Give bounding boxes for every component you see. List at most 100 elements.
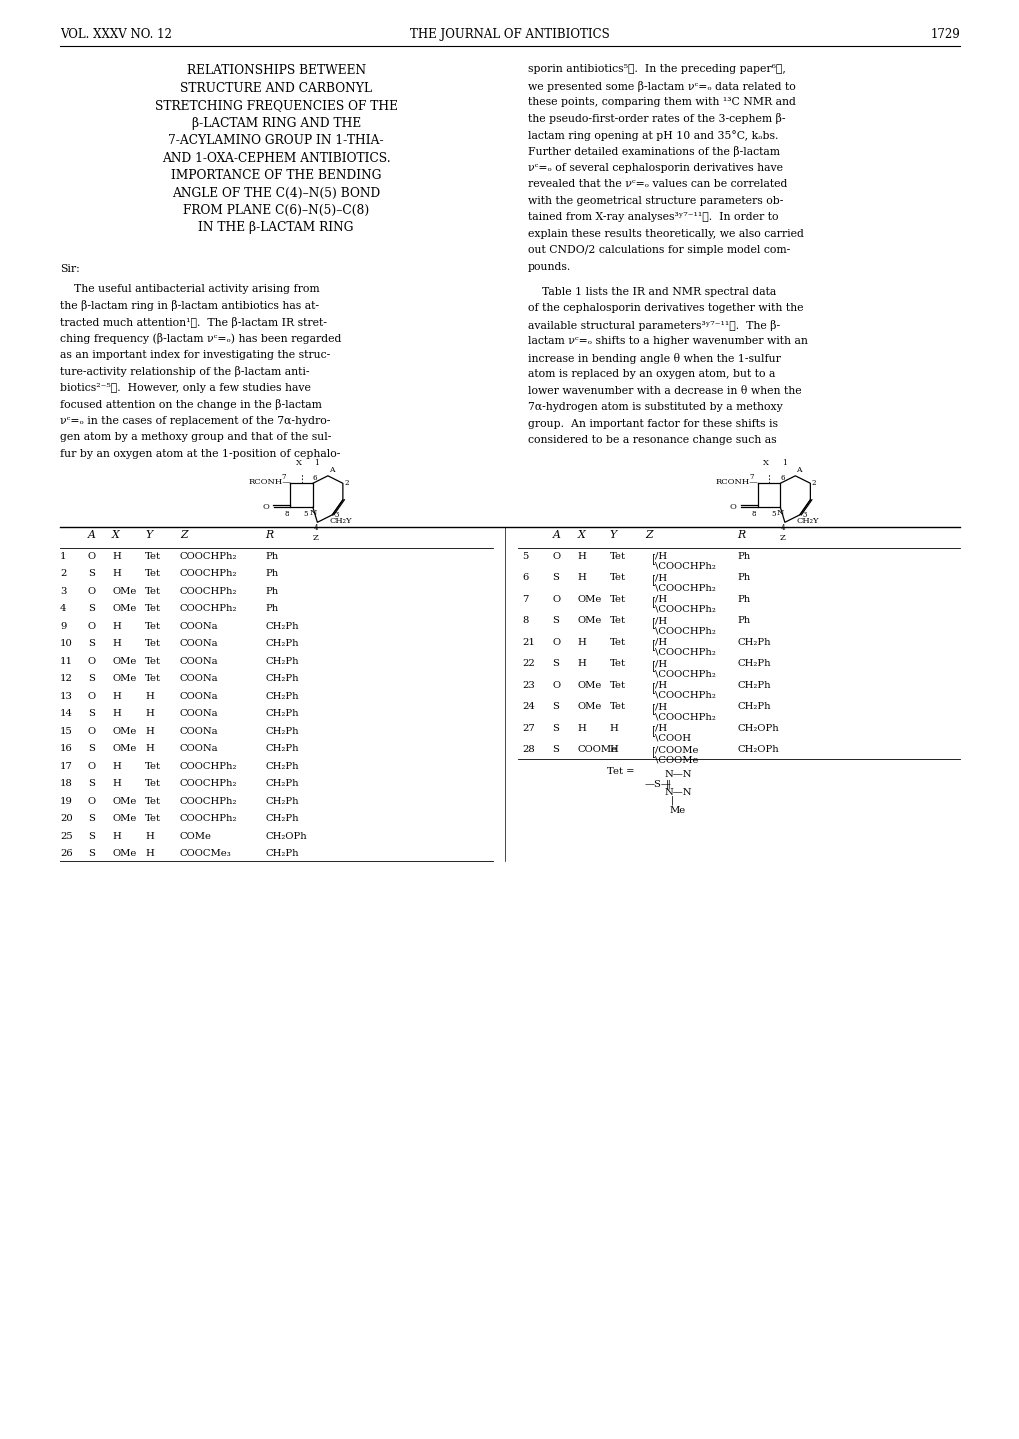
Text: S: S xyxy=(88,570,95,578)
Text: COOCHPh₂: COOCHPh₂ xyxy=(179,761,237,771)
Text: 9: 9 xyxy=(60,622,66,630)
Text: \COOCHPh₂: \COOCHPh₂ xyxy=(655,691,715,699)
Text: ture-activity relationship of the β-lactam anti-: ture-activity relationship of the β-lact… xyxy=(60,367,309,377)
Text: OMe: OMe xyxy=(112,656,137,666)
Text: /H: /H xyxy=(655,724,667,732)
Text: Tet: Tet xyxy=(609,681,625,689)
Text: H: H xyxy=(577,724,586,732)
Text: CH₂Ph: CH₂Ph xyxy=(265,849,299,858)
Text: CH₂Y: CH₂Y xyxy=(329,517,352,525)
Text: O: O xyxy=(88,797,96,806)
Text: COONa: COONa xyxy=(179,639,218,649)
Text: 2: 2 xyxy=(60,570,66,578)
Text: Tet: Tet xyxy=(145,814,161,823)
Text: CH₂Y: CH₂Y xyxy=(796,517,818,525)
Text: Tet: Tet xyxy=(145,675,161,684)
Text: COONa: COONa xyxy=(179,744,218,753)
Text: S: S xyxy=(552,573,558,583)
Text: O: O xyxy=(730,504,736,511)
Text: O: O xyxy=(262,504,269,511)
Text: 28: 28 xyxy=(522,745,535,754)
Text: 7: 7 xyxy=(281,473,285,481)
Text: H: H xyxy=(112,622,120,630)
Text: \COOCHPh₂: \COOCHPh₂ xyxy=(655,712,715,721)
Text: Me: Me xyxy=(668,806,685,814)
Text: H: H xyxy=(577,659,586,668)
Text: tracted much attention¹⧩.  The β-lactam IR stret-: tracted much attention¹⧩. The β-lactam I… xyxy=(60,317,326,328)
Text: COONa: COONa xyxy=(179,727,218,735)
Text: /H: /H xyxy=(655,702,667,711)
Text: Tet: Tet xyxy=(609,702,625,711)
Text: S: S xyxy=(552,616,558,626)
Text: H: H xyxy=(112,780,120,789)
Text: 4: 4 xyxy=(313,524,318,532)
Text: CH₂Ph: CH₂Ph xyxy=(265,814,299,823)
Text: H: H xyxy=(145,832,154,840)
Text: Tet: Tet xyxy=(609,594,625,604)
Text: IMPORTANCE OF THE BENDING: IMPORTANCE OF THE BENDING xyxy=(171,168,381,181)
Text: CH₂Ph: CH₂Ph xyxy=(265,622,299,630)
Text: Z: Z xyxy=(645,531,652,540)
Text: 2: 2 xyxy=(344,479,348,488)
Text: increase in bending angle θ when the 1-sulfur: increase in bending angle θ when the 1-s… xyxy=(527,353,780,364)
Text: \COOCHPh₂: \COOCHPh₂ xyxy=(655,604,715,614)
Text: 6: 6 xyxy=(780,473,784,482)
Text: Tet: Tet xyxy=(609,659,625,668)
Text: lactam νᶜ=ₒ shifts to a higher wavenumber with an: lactam νᶜ=ₒ shifts to a higher wavenumbe… xyxy=(527,337,807,347)
Text: 18: 18 xyxy=(60,780,72,789)
Text: \COOMe: \COOMe xyxy=(655,755,698,764)
Text: Ph: Ph xyxy=(737,616,750,626)
Text: X: X xyxy=(296,459,302,466)
Text: N: N xyxy=(309,509,316,517)
Text: 5: 5 xyxy=(304,511,308,518)
Text: COOCHPh₂: COOCHPh₂ xyxy=(179,814,237,823)
Text: available structural parameters³ʸ⁷⁻¹¹⧩.  The β-: available structural parameters³ʸ⁷⁻¹¹⧩. … xyxy=(527,319,779,331)
Text: Tet: Tet xyxy=(145,780,161,789)
Text: H: H xyxy=(577,551,586,561)
Text: 4: 4 xyxy=(781,524,785,532)
Text: COOCHPh₂: COOCHPh₂ xyxy=(179,797,237,806)
Text: Y: Y xyxy=(609,531,616,540)
Text: Tet: Tet xyxy=(145,551,161,561)
Text: 8: 8 xyxy=(522,616,529,626)
Text: H: H xyxy=(112,551,120,561)
Text: H: H xyxy=(112,692,120,701)
Text: fur by an oxygen atom at the 1-position of cephalo-: fur by an oxygen atom at the 1-position … xyxy=(60,449,340,459)
Text: H: H xyxy=(112,832,120,840)
Text: 1: 1 xyxy=(60,551,66,561)
Text: Tet: Tet xyxy=(145,639,161,649)
Text: OMe: OMe xyxy=(112,744,137,753)
Text: the pseudo-first-order rates of the 3-cephem β-: the pseudo-first-order rates of the 3-ce… xyxy=(527,114,785,125)
Text: 8: 8 xyxy=(751,511,756,518)
Text: Y: Y xyxy=(145,531,152,540)
Text: 12: 12 xyxy=(60,675,72,684)
Text: 20: 20 xyxy=(60,814,72,823)
Text: Ph: Ph xyxy=(265,551,278,561)
Text: \COOCHPh₂: \COOCHPh₂ xyxy=(655,648,715,656)
Text: 5: 5 xyxy=(770,511,775,518)
Text: Tet: Tet xyxy=(145,656,161,666)
Text: 13: 13 xyxy=(60,692,72,701)
Text: as an important index for investigating the struc-: as an important index for investigating … xyxy=(60,350,330,360)
Text: S: S xyxy=(552,702,558,711)
Text: explain these results theoretically, we also carried: explain these results theoretically, we … xyxy=(527,229,803,239)
Text: 1: 1 xyxy=(781,459,786,466)
Text: H: H xyxy=(145,849,154,858)
Text: Tet: Tet xyxy=(145,622,161,630)
Text: Tet: Tet xyxy=(609,551,625,561)
Text: Tet: Tet xyxy=(609,637,625,646)
Text: 24: 24 xyxy=(522,702,535,711)
Text: lactam ring opening at pH 10 and 35°C, kₒbs.: lactam ring opening at pH 10 and 35°C, k… xyxy=(527,130,777,141)
Text: FROM PLANE C(6)–N(5)–C(8): FROM PLANE C(6)–N(5)–C(8) xyxy=(183,204,369,217)
Text: sporin antibiotics⁵⧩.  In the preceding paper⁶⧩,: sporin antibiotics⁵⧩. In the preceding p… xyxy=(527,63,785,73)
Text: Ph: Ph xyxy=(265,587,278,596)
Text: CH₂OPh: CH₂OPh xyxy=(265,832,307,840)
Text: O: O xyxy=(88,622,96,630)
Text: 7: 7 xyxy=(522,594,529,604)
Text: CH₂Ph: CH₂Ph xyxy=(265,639,299,649)
Text: H: H xyxy=(112,761,120,771)
Text: CH₂OPh: CH₂OPh xyxy=(737,724,779,732)
Text: COOCHPh₂: COOCHPh₂ xyxy=(179,570,237,578)
Text: CH₂Ph: CH₂Ph xyxy=(265,797,299,806)
Text: X: X xyxy=(762,459,768,466)
